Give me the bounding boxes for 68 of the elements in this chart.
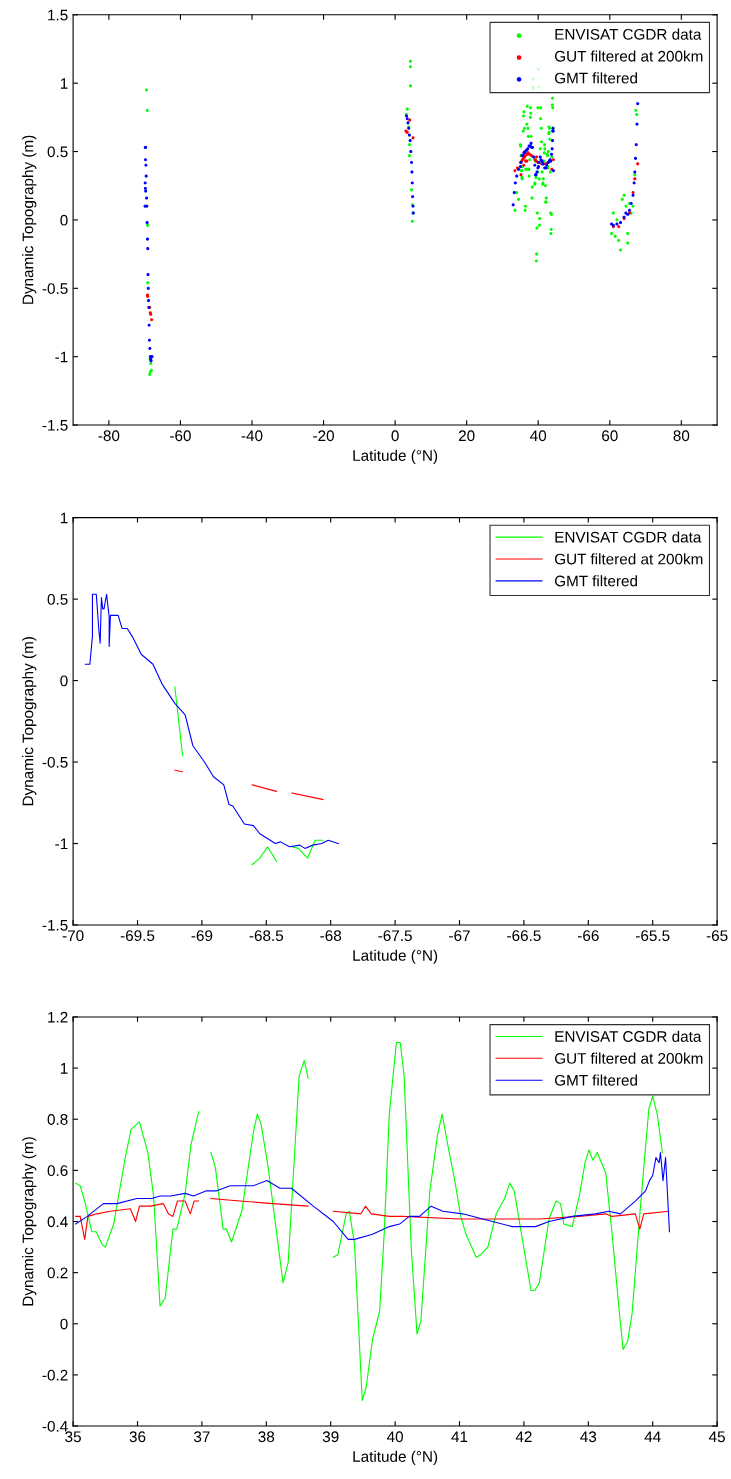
x-tick-label: 38 xyxy=(258,1431,275,1443)
x-tick-label: -65 xyxy=(706,930,728,942)
x-tick-label: -80 xyxy=(98,430,120,442)
y-tick-label: 0.5 xyxy=(47,593,68,605)
y-axis-title: Dynamic Topography (m) xyxy=(22,135,37,304)
y-tick-label: -1 xyxy=(55,838,68,850)
x-tick-label: -68.5 xyxy=(249,930,284,942)
x-tick-label: 41 xyxy=(451,1431,468,1442)
y-axis-title: Dynamic Topography (m) xyxy=(22,1137,37,1306)
x-tick-label: -66.5 xyxy=(507,930,541,942)
y-tick-label: 0.2 xyxy=(47,1267,68,1279)
y-tick-label: -0.5 xyxy=(42,756,68,768)
x-tick-label: -70 xyxy=(62,930,84,942)
x-tick-label: -66 xyxy=(577,930,599,942)
x-tick-label: -67.5 xyxy=(378,930,412,942)
x-tick-label: 39 xyxy=(322,1431,339,1443)
y-tick-label: 0 xyxy=(60,214,68,226)
x-tick-label: 44 xyxy=(644,1431,661,1442)
y-tick-label: -1.5 xyxy=(42,919,68,931)
y-tick-label: 0 xyxy=(60,1318,68,1330)
x-tick-label: 40 xyxy=(530,430,547,442)
x-axis-title: Latitude (°N) xyxy=(353,949,438,964)
y-tick-label: -1 xyxy=(55,351,68,363)
x-tick-label: 40 xyxy=(386,1431,404,1443)
y-tick-label: 1.2 xyxy=(48,1011,68,1023)
legend-label: GUT filtered at 200km xyxy=(554,50,703,62)
x-tick-label: -69.5 xyxy=(120,930,155,942)
x-tick-label: 43 xyxy=(580,1431,597,1443)
y-tick-label: -0.5 xyxy=(42,283,68,294)
x-tick-label: 36 xyxy=(129,1431,146,1443)
x-tick-label: 37 xyxy=(193,1431,210,1443)
y-tick-label: 0.8 xyxy=(47,1114,68,1125)
y-tick-label: 1.5 xyxy=(48,9,68,21)
y-tick-label: 0.4 xyxy=(47,1216,68,1228)
legend-label: ENVISAT CGDR data xyxy=(555,1030,702,1042)
x-tick-label: -69 xyxy=(191,930,213,942)
legend-label: GUT filtered at 200km xyxy=(554,553,703,565)
y-tick-label: -0.2 xyxy=(42,1369,68,1381)
x-tick-label: 60 xyxy=(602,430,618,442)
x-tick-label: -60 xyxy=(170,430,191,442)
x-tick-label: -67 xyxy=(449,930,470,942)
x-tick-label: -68 xyxy=(320,930,342,942)
legend-label: ENVISAT CGDR data xyxy=(555,28,702,40)
x-tick-label: 80 xyxy=(673,430,690,442)
y-tick-label: 1 xyxy=(60,512,68,524)
legend-label: GUT filtered at 200km xyxy=(554,1052,703,1064)
x-tick-label: 42 xyxy=(515,1431,532,1442)
x-axis-title: Latitude (°N) xyxy=(353,449,438,464)
y-tick-label: -1.5 xyxy=(42,420,68,431)
y-tick-label: 0 xyxy=(60,675,68,687)
x-tick-label: 0 xyxy=(391,430,399,442)
y-tick-label: 0.5 xyxy=(47,146,68,158)
legend-label: GMT filtered xyxy=(554,1074,637,1086)
x-axis-title: Latitude (°N) xyxy=(353,1450,438,1465)
y-tick-label: 1 xyxy=(60,1063,68,1074)
x-tick-label: -20 xyxy=(313,430,334,442)
y-tick-label: 1 xyxy=(60,78,68,89)
y-tick-label: 0.6 xyxy=(47,1165,68,1177)
x-tick-label: 20 xyxy=(458,430,475,442)
x-tick-label: 45 xyxy=(708,1431,725,1443)
x-tick-label: -40 xyxy=(241,430,263,442)
y-axis-title: Dynamic Topography (m) xyxy=(22,637,37,806)
x-tick-label: 35 xyxy=(65,1431,81,1443)
y-tick-label: -0.4 xyxy=(42,1420,68,1432)
x-tick-label: -65.5 xyxy=(635,930,670,942)
legend-label: GMT filtered xyxy=(554,575,637,587)
legend-label: GMT filtered xyxy=(554,72,637,84)
legend-label: ENVISAT CGDR data xyxy=(555,531,702,543)
